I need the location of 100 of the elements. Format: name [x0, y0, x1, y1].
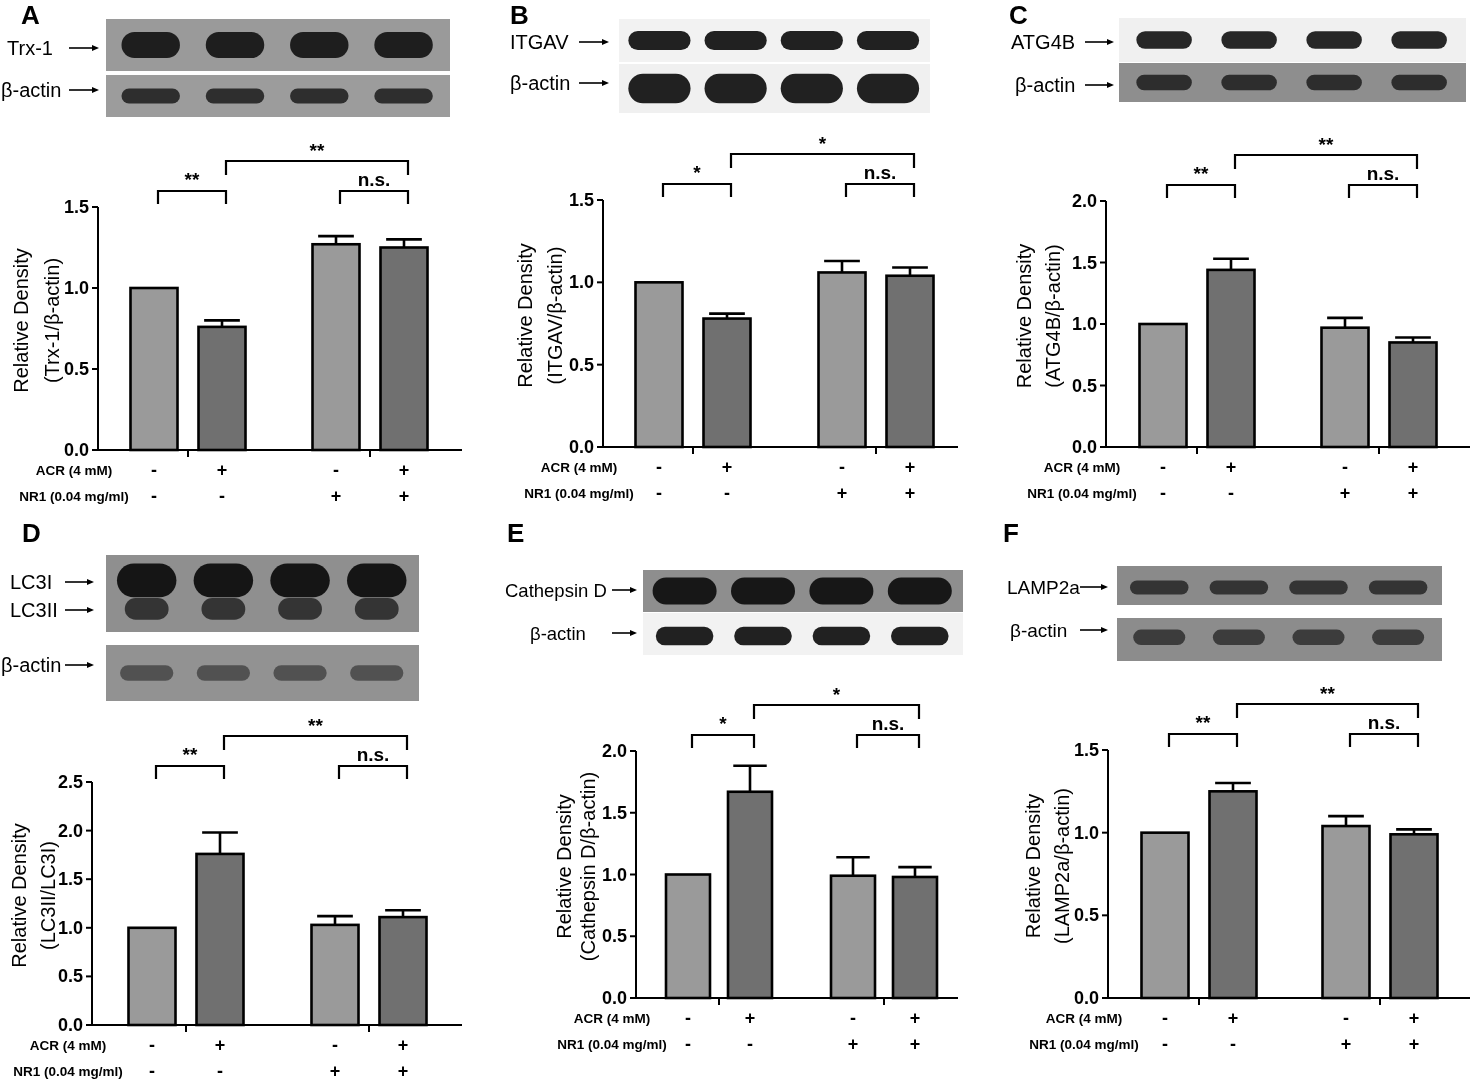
- x-tick-label: + -: [216, 460, 228, 506]
- y-tick-label: 0.0: [568, 437, 594, 457]
- text: n.s.: [356, 743, 390, 765]
- y-tick-label: 0.5: [1071, 375, 1097, 396]
- x-tick-label: + -: [214, 1035, 226, 1079]
- text: ATG4B: [1011, 31, 1076, 53]
- text: n.s.: [871, 712, 905, 734]
- x-tick-label: + -: [721, 457, 733, 503]
- x-tick-label: + -: [1225, 457, 1237, 503]
- y-tick-label: 0.5: [601, 926, 627, 947]
- y-tick-label: 1.0: [601, 864, 627, 885]
- chart-title: D: [22, 518, 41, 548]
- x-tick-label: - -: [685, 1008, 691, 1054]
- text: n.s.: [863, 161, 897, 183]
- text: ACR (4 mM): [540, 459, 618, 475]
- x-tick-label: + +: [397, 1035, 409, 1079]
- chart-title: C: [1009, 0, 1028, 30]
- text: ACR (4 mM): [1043, 459, 1121, 475]
- text: NR1 (0.04 mg/ml): [524, 485, 634, 501]
- text: **: [1318, 133, 1334, 155]
- text: β-actin: [530, 622, 586, 644]
- text: β-actin: [1, 654, 62, 676]
- text: **: [308, 714, 324, 736]
- text: **: [1193, 162, 1209, 184]
- y-tick-label: 1.5: [568, 190, 594, 210]
- chart-title: F: [1003, 518, 1019, 548]
- y-tick-label: 1.5: [57, 869, 83, 890]
- x-tick-label: - +: [836, 457, 848, 503]
- y-tick-label: 0.0: [1071, 437, 1097, 457]
- chart-title: E: [507, 518, 525, 548]
- x-tick-label: - +: [1340, 1008, 1352, 1054]
- y-tick-label: 2.0: [57, 820, 83, 841]
- y-tick-label: 1.5: [1073, 740, 1099, 760]
- text: ACR (4 mM): [1045, 1010, 1123, 1026]
- y-axis-title: Relative Density (LC3II/LC3I): [8, 823, 59, 968]
- y-tick-label: 0.0: [57, 1015, 83, 1035]
- y-tick-label: 0.0: [63, 440, 89, 460]
- text: ACR (4 mM): [29, 1037, 107, 1053]
- text: *: [832, 683, 841, 705]
- y-tick-label: 2.0: [601, 741, 627, 761]
- x-tick-label: - +: [330, 460, 342, 506]
- x-tick-label: - +: [329, 1035, 341, 1079]
- y-tick-label: 1.0: [57, 917, 83, 938]
- x-tick-label: + +: [1407, 457, 1419, 503]
- y-tick-label: 1.5: [1071, 252, 1097, 273]
- text: *: [818, 132, 827, 154]
- text: NR1 (0.04 mg/ml): [19, 488, 129, 504]
- text: NR1 (0.04 mg/ml): [1027, 485, 1137, 501]
- x-tick-label: - -: [149, 1035, 155, 1079]
- y-tick-label: 1.5: [601, 802, 627, 823]
- text: NR1 (0.04 mg/ml): [13, 1063, 123, 1079]
- x-tick-label: + +: [1408, 1008, 1420, 1054]
- y-tick-label: 1.0: [63, 278, 89, 298]
- text: **: [1320, 682, 1336, 704]
- y-tick-label: 2.0: [1071, 191, 1097, 211]
- text: LAMP2a: [1007, 576, 1081, 598]
- text: **: [1195, 711, 1211, 733]
- text: n.s.: [1367, 711, 1401, 733]
- text: **: [184, 168, 200, 190]
- x-tick-label: + +: [909, 1008, 921, 1054]
- text: β-actin: [1, 79, 62, 101]
- text: **: [182, 743, 198, 765]
- y-tick-label: 0.0: [601, 988, 627, 1008]
- y-tick-label: 0.0: [1073, 988, 1099, 1008]
- text: β-actin: [510, 72, 571, 94]
- text: ACR (4 mM): [35, 462, 113, 478]
- y-axis-title: Relative Density (LAMP2a/β-actin): [1022, 788, 1073, 944]
- text: LC3I: [10, 571, 53, 593]
- x-tick-label: - -: [656, 457, 662, 503]
- y-axis-title: Relative Density (ATG4B/β-actin): [1013, 243, 1064, 389]
- y-tick-label: 1.0: [1071, 314, 1097, 334]
- text: *: [719, 712, 728, 734]
- y-tick-label: 0.5: [1073, 905, 1099, 926]
- text: Cathepsin D: [505, 579, 607, 601]
- text: ITGAV: [510, 31, 570, 53]
- chart-title: A: [21, 0, 40, 30]
- x-tick-label: - -: [1162, 1008, 1168, 1054]
- y-tick-label: 1.0: [1073, 822, 1099, 843]
- text: β-actin: [1010, 619, 1068, 641]
- y-tick-label: 1.5: [63, 197, 89, 217]
- x-tick-label: - -: [1160, 457, 1166, 503]
- text: LC3II: [10, 599, 58, 621]
- x-tick-label: - +: [1339, 457, 1351, 503]
- y-tick-label: 0.5: [568, 354, 594, 375]
- x-tick-label: + +: [398, 460, 410, 506]
- y-axis-title: Relative Density (Trx-1/β-actin): [10, 248, 63, 393]
- y-tick-label: 2.5: [57, 772, 83, 792]
- y-tick-label: 0.5: [57, 966, 83, 987]
- y-axis-title: Relative Density (Cathepsin D/β-actin): [553, 771, 599, 962]
- text: **: [309, 139, 325, 161]
- text: NR1 (0.04 mg/ml): [1029, 1036, 1139, 1052]
- y-tick-label: 0.5: [63, 359, 89, 379]
- y-axis-title: Relative Density (ITGAV/β-actin): [514, 243, 566, 388]
- x-tick-label: - -: [151, 460, 157, 506]
- x-tick-label: + +: [904, 457, 916, 503]
- text: n.s.: [357, 168, 391, 190]
- text: NR1 (0.04 mg/ml): [557, 1036, 667, 1052]
- text: *: [693, 161, 702, 183]
- chart-title: B: [510, 0, 529, 30]
- x-tick-label: + -: [744, 1008, 756, 1054]
